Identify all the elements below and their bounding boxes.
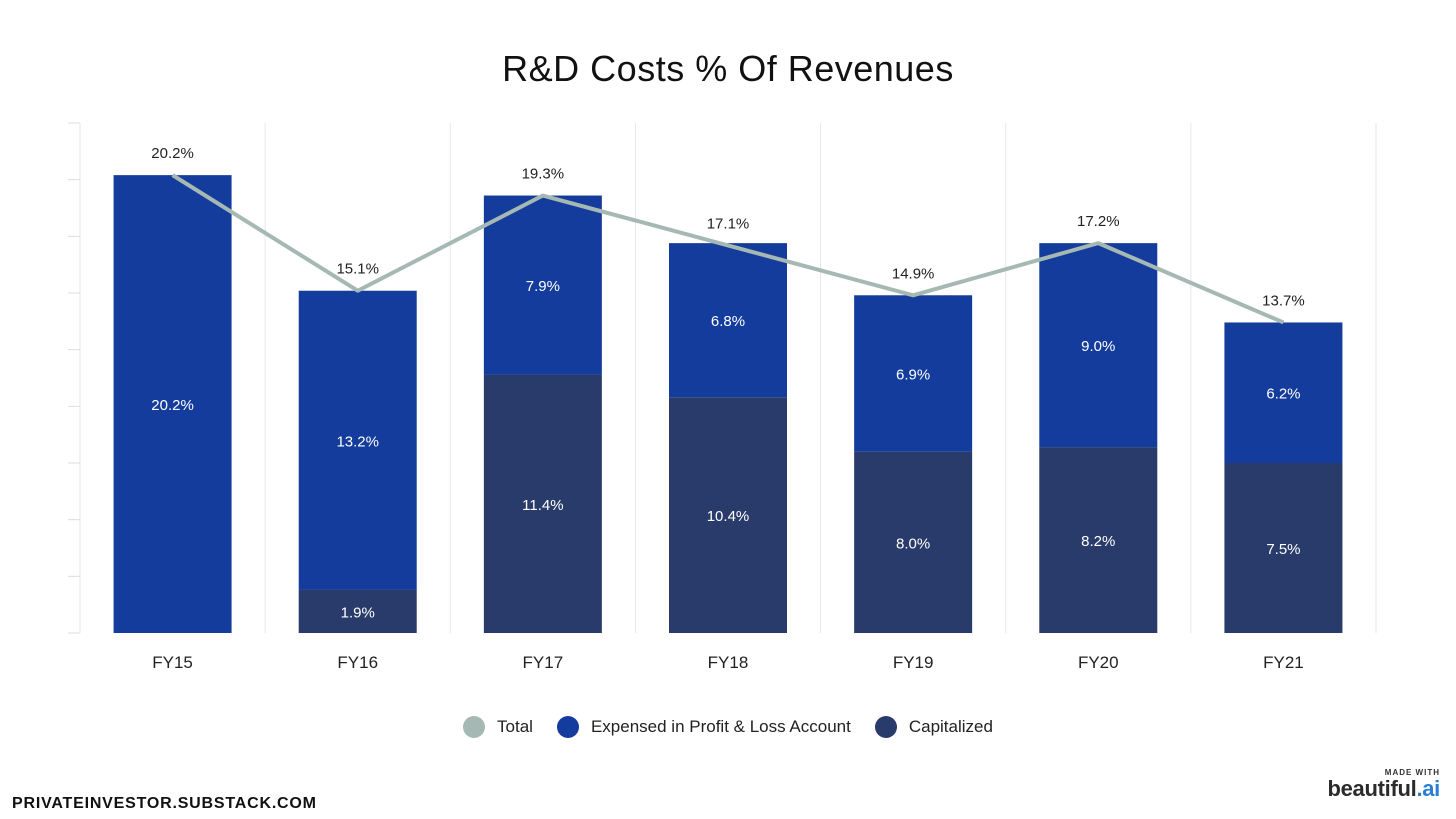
legend-swatch-expensed: [556, 716, 579, 738]
bar-expensed: [113, 175, 232, 633]
bar-capitalized: [1039, 447, 1158, 633]
brand-main: beautiful: [1327, 776, 1417, 801]
data-label-capitalized: 11.4%: [522, 497, 563, 514]
data-label-total: 17.1%: [707, 215, 750, 232]
made-with-text: MADE WITH: [1384, 768, 1440, 777]
legend-item-capitalized: Capitalized: [874, 716, 993, 738]
bar-capitalized: [669, 397, 787, 633]
legend-label-total: Total: [497, 717, 533, 736]
data-label-total: 19.3%: [522, 166, 565, 183]
legend-label-expensed: Expensed in Profit & Loss Account: [590, 717, 851, 736]
data-label-total: 15.1%: [336, 261, 379, 278]
legend: Total Expensed in Profit & Loss Account …: [0, 716, 1456, 738]
data-label-capitalized: 10.4%: [707, 508, 750, 525]
x-tick-label: FY21: [1263, 653, 1304, 672]
x-tick-label: FY16: [337, 653, 378, 672]
x-tick-label: FY19: [893, 653, 934, 672]
data-label-total: 17.2%: [1077, 213, 1120, 230]
x-tick-label: FY17: [523, 653, 564, 672]
source-credit: PRIVATEINVESTOR.SUBSTACK.COM: [12, 795, 317, 812]
data-label-total: 20.2%: [151, 145, 194, 162]
brand-accent: .ai: [1416, 776, 1440, 801]
legend-item-total: Total: [463, 716, 533, 738]
bar-capitalized: [854, 451, 973, 633]
x-tick-label: FY18: [708, 653, 749, 672]
data-label-expensed: 7.9%: [526, 278, 560, 295]
bar-capitalized: [298, 589, 417, 633]
legend-swatch-capitalized: [874, 716, 897, 738]
data-label-expensed: 6.2%: [1266, 386, 1300, 403]
data-label-total: 13.7%: [1262, 292, 1305, 309]
bar-capitalized: [483, 374, 602, 633]
data-label-expensed: 9.0%: [1081, 338, 1115, 355]
bar-expensed: [1039, 243, 1158, 448]
total-line: [171, 173, 1285, 325]
data-label-expensed: 13.2%: [336, 433, 379, 450]
brand-logo: beautiful.ai: [1327, 777, 1440, 801]
legend-swatch-total: [463, 716, 486, 738]
bar-capitalized: [1224, 463, 1343, 633]
data-label-capitalized: 7.5%: [1266, 541, 1300, 558]
data-label-capitalized: 8.2%: [1081, 533, 1115, 550]
x-tick-label: FY15: [152, 653, 193, 672]
bar-expensed: [483, 195, 602, 375]
data-label-capitalized: 8.0%: [896, 535, 930, 552]
data-label-expensed: 20.2%: [151, 397, 194, 414]
data-label-total: 14.9%: [892, 265, 935, 282]
x-tick-label: FY20: [1078, 653, 1119, 672]
data-label-expensed: 6.9%: [896, 366, 930, 383]
chart-title: R&D Costs % Of Revenues: [502, 48, 954, 89]
data-label-capitalized: 1.9%: [341, 604, 375, 621]
bar-expensed: [669, 243, 787, 398]
data-label-expensed: 6.8%: [711, 313, 745, 330]
legend-item-expensed: Expensed in Profit & Loss Account: [556, 716, 851, 738]
legend-label-capitalized: Capitalized: [908, 717, 993, 736]
bar-expensed: [298, 290, 417, 590]
bar-expensed: [854, 295, 973, 452]
bar-expensed: [1224, 322, 1343, 463]
made-with-badge: MADE WITH beautiful.ai: [1327, 768, 1440, 801]
